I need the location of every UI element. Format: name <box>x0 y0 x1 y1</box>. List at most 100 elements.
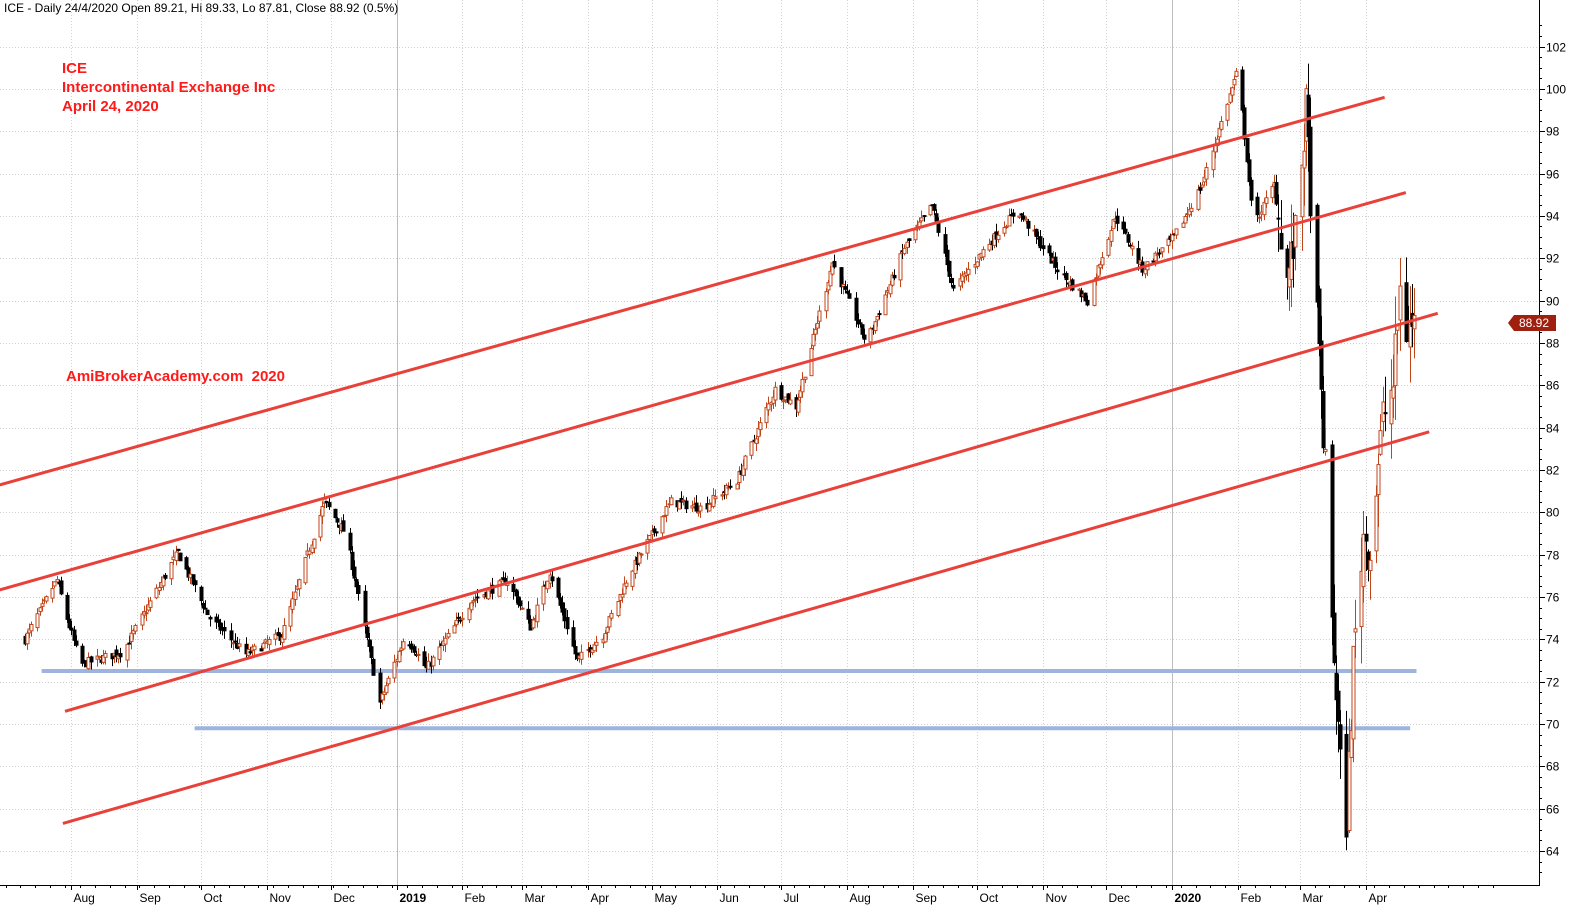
candle-body <box>913 229 918 241</box>
candle-body <box>1083 292 1088 302</box>
x-month-label: Aug <box>74 891 95 905</box>
candle-body <box>290 598 295 610</box>
candle-body <box>919 217 924 222</box>
candle-body <box>594 641 599 646</box>
candle-body <box>203 607 208 610</box>
candle-body <box>1361 533 1366 588</box>
candle-body <box>1198 186 1203 191</box>
candle-body <box>987 243 992 251</box>
candle-body <box>1319 340 1324 390</box>
candle-body <box>696 511 701 514</box>
candle-body <box>369 646 374 659</box>
candle-body <box>1332 612 1337 664</box>
candle-body <box>1315 204 1320 303</box>
candle-body <box>758 422 763 431</box>
candle-body <box>412 646 417 653</box>
x-month-label: 2020 <box>1175 891 1202 905</box>
candle-body <box>333 508 338 519</box>
candle-body <box>1302 150 1307 169</box>
candle-body <box>639 553 644 556</box>
candle-body <box>59 580 64 595</box>
candle-body <box>318 514 323 538</box>
y-tick-label: 100 <box>1546 83 1566 97</box>
candle-body <box>1317 288 1322 345</box>
candle-body <box>273 633 278 640</box>
y-axis: 64 66 68 70 72 74 76 78 80 82 84 86 88 90 92 94 96 98 100 1… <box>1540 25 1566 873</box>
candle-body <box>169 561 174 580</box>
candle-body <box>892 274 897 279</box>
candle-body <box>868 328 873 343</box>
candle-body <box>1219 120 1224 130</box>
candle-body <box>1064 272 1069 281</box>
candle-body <box>1174 228 1179 236</box>
candle-body <box>55 578 60 583</box>
candle-body <box>981 249 986 258</box>
candle-body <box>352 566 357 579</box>
candle-body <box>707 503 712 512</box>
candle-body <box>947 260 952 277</box>
candle-body <box>932 204 937 211</box>
grid-lines <box>0 0 1540 885</box>
candle-body <box>154 587 159 599</box>
candle-body <box>1181 222 1186 228</box>
candle-body <box>862 334 867 340</box>
y-tick-label: 70 <box>1546 718 1560 732</box>
candle-body <box>437 646 442 660</box>
candle-body <box>1100 257 1105 266</box>
candle-body <box>384 685 389 694</box>
x-month-label: Oct <box>980 891 999 905</box>
candle-body <box>1183 215 1188 224</box>
candle-body <box>469 602 474 611</box>
candle-body <box>69 627 74 631</box>
candle-body <box>728 485 733 488</box>
candle-body <box>297 579 302 590</box>
candle-body <box>624 582 629 587</box>
candle-body <box>303 556 308 584</box>
candle-body <box>654 531 659 534</box>
y-tick-label: 84 <box>1546 422 1560 436</box>
candle-body <box>1336 690 1341 722</box>
candle-body <box>38 607 43 613</box>
y-tick-label: 72 <box>1546 676 1560 690</box>
candle-body <box>89 656 94 663</box>
candle-body <box>29 623 34 632</box>
candle-body <box>1038 236 1043 249</box>
candle-body <box>1204 167 1209 180</box>
candle-body <box>1391 386 1396 399</box>
candle-body <box>35 613 40 629</box>
candle-body <box>1189 207 1194 213</box>
candle-body <box>1323 448 1328 453</box>
candle-body <box>1004 226 1009 229</box>
candle-body <box>233 640 238 643</box>
x-month-label: Feb <box>1241 891 1262 905</box>
candle-body <box>460 617 465 621</box>
candle-body <box>1170 234 1175 242</box>
candle-body <box>788 399 793 405</box>
candle-body <box>1274 182 1279 205</box>
x-month-label: Feb <box>465 891 486 905</box>
y-tick-label: 92 <box>1546 252 1560 266</box>
candle-body <box>216 619 221 623</box>
candle-body <box>222 627 227 632</box>
candle-body <box>796 399 801 413</box>
annotation-symbol: ICE <box>62 60 87 77</box>
candle-body <box>1381 401 1386 423</box>
candle-body <box>133 624 138 632</box>
candle-body <box>905 241 910 248</box>
candle-body <box>1041 245 1046 250</box>
candle-body <box>660 516 665 534</box>
candle-body <box>518 600 523 607</box>
candle-body <box>781 400 786 403</box>
candle-body <box>609 612 614 619</box>
x-month-label: Sep <box>916 891 938 905</box>
candle-body <box>74 640 79 646</box>
candle-body <box>1321 391 1326 449</box>
x-month-label: Dec <box>334 891 355 905</box>
candle-body <box>873 321 878 331</box>
candle-body <box>44 596 49 602</box>
candle-body <box>452 625 457 634</box>
candle-body <box>259 648 264 652</box>
candle-body <box>497 580 502 597</box>
x-month-label: Sep <box>140 891 162 905</box>
